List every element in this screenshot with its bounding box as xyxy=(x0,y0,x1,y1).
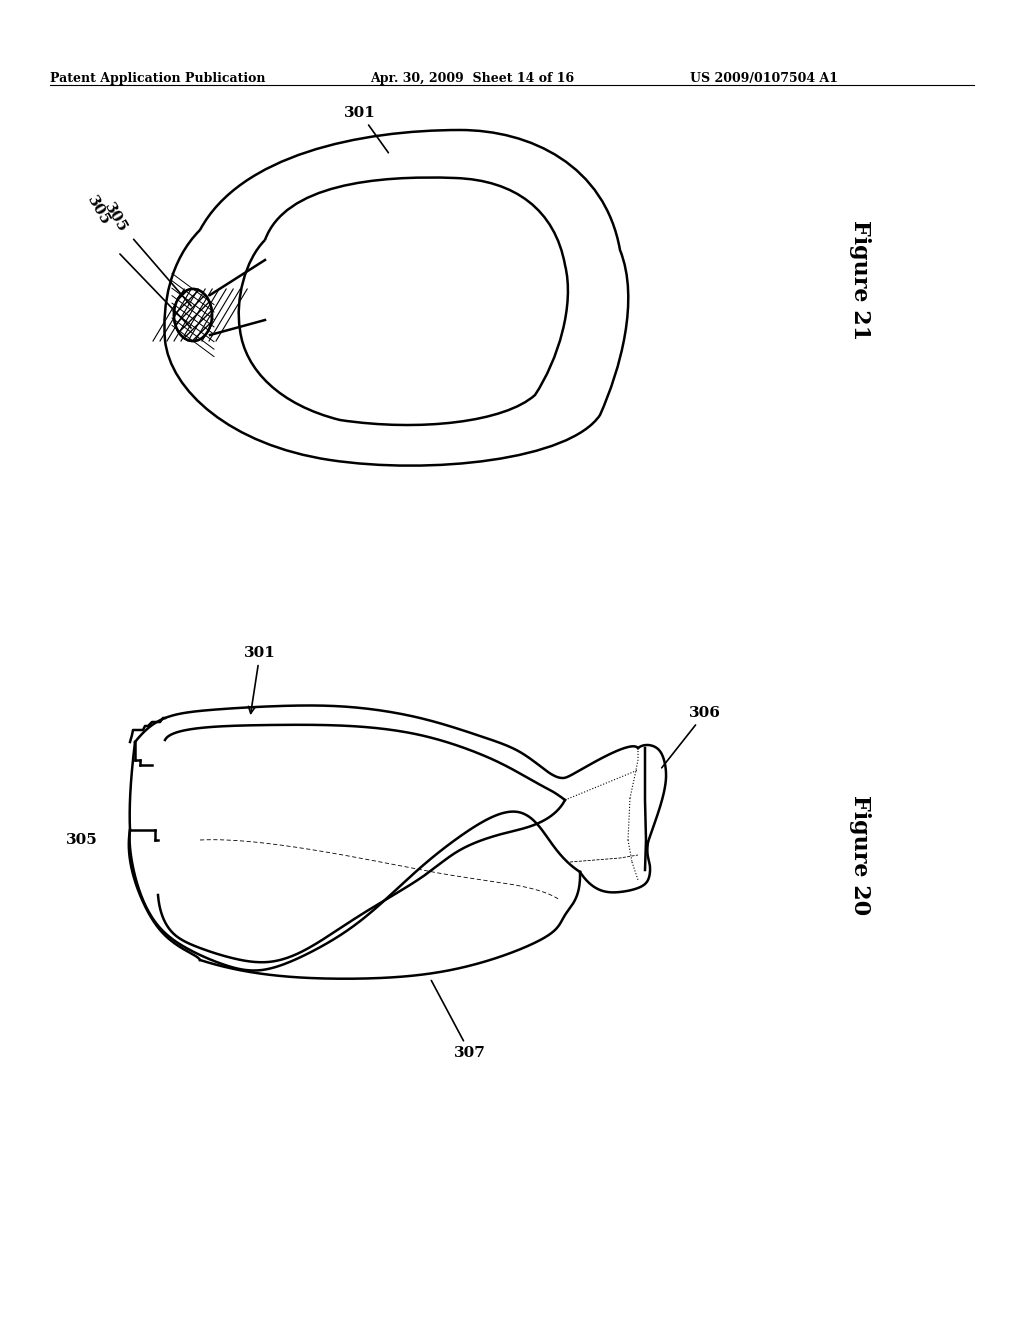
Text: 301: 301 xyxy=(244,645,275,713)
Text: Figure 20: Figure 20 xyxy=(849,795,871,915)
Text: 307: 307 xyxy=(431,981,486,1060)
Text: 305: 305 xyxy=(101,201,191,306)
Text: Patent Application Publication: Patent Application Publication xyxy=(50,73,265,84)
Text: 301: 301 xyxy=(344,106,388,153)
Text: 306: 306 xyxy=(662,706,721,768)
Text: US 2009/0107504 A1: US 2009/0107504 A1 xyxy=(690,73,838,84)
Text: 305: 305 xyxy=(67,833,98,847)
Text: Apr. 30, 2009  Sheet 14 of 16: Apr. 30, 2009 Sheet 14 of 16 xyxy=(370,73,574,84)
Text: Figure 21: Figure 21 xyxy=(849,220,871,341)
Text: 305: 305 xyxy=(84,194,112,228)
Ellipse shape xyxy=(174,289,212,341)
Ellipse shape xyxy=(174,289,212,341)
